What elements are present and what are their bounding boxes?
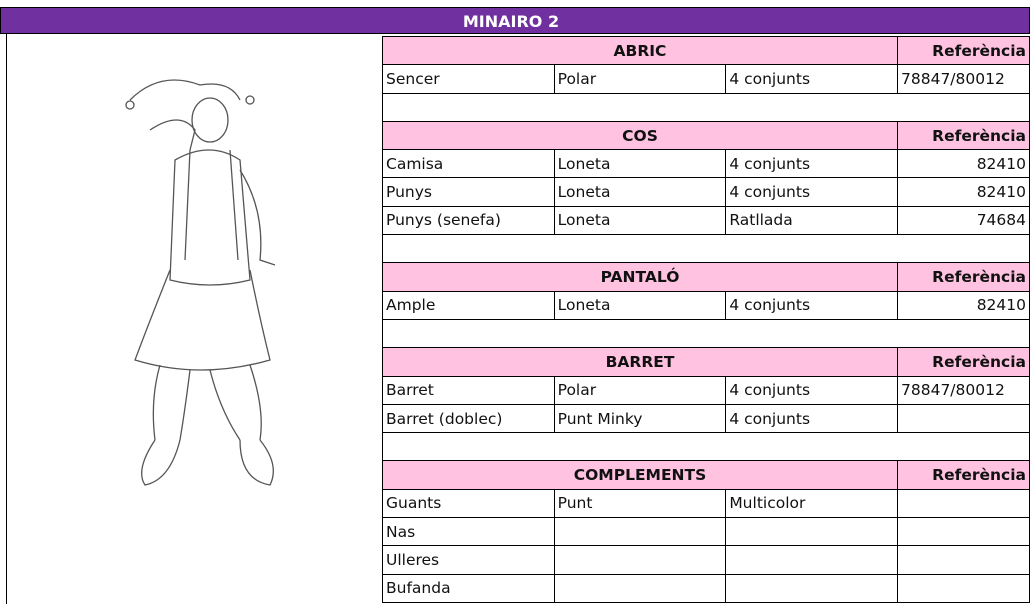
table-row: Bufanda <box>382 573 1030 603</box>
table-cell: Punys <box>382 177 555 207</box>
spacer-row <box>382 234 1030 264</box>
table-cell: Nas <box>382 517 555 547</box>
section-header: COS Referència <box>382 120 1030 151</box>
section-header: ABRIC Referència <box>382 35 1030 66</box>
title-bar: MINAIRO 2 <box>0 7 1030 34</box>
section-header: PANTALÓ Referència <box>382 262 1030 292</box>
border <box>6 34 7 604</box>
hat <box>129 79 241 101</box>
table-cell: Ulleres <box>382 545 555 575</box>
table-cell: Sencer <box>382 64 555 94</box>
costume-table: ABRIC Referència Sencer Polar 4 conjunts 7884… <box>382 35 1030 603</box>
table-cell <box>725 517 898 547</box>
hat-pompom <box>125 100 135 110</box>
table-cell: 78847/80012 <box>897 64 1030 94</box>
table-row: Guants Punt Multicolor <box>382 488 1030 519</box>
skirt <box>134 269 271 371</box>
table-cell: 4 conjunts <box>725 149 898 179</box>
table-cell: Polar <box>553 64 727 94</box>
table-row: Nas <box>382 517 1030 547</box>
raised-arm <box>149 119 196 151</box>
table-cell: 82410 <box>897 149 1030 179</box>
table-cell: Polar <box>553 375 727 405</box>
table-cell: 4 conjunts <box>725 64 898 94</box>
table-cell: 78847/80012 <box>897 375 1030 405</box>
table-cell: Multicolor <box>725 488 898 519</box>
table-row: Barret (doblec) Punt Minky 4 conjunts <box>382 403 1030 434</box>
section-title: ABRIC <box>382 35 898 66</box>
table-cell <box>553 545 727 575</box>
table-cell: Camisa <box>382 149 555 179</box>
legs <box>152 364 262 441</box>
table-cell: Barret <box>382 375 555 405</box>
table-cell <box>897 403 1030 434</box>
table-cell <box>897 488 1030 519</box>
table-cell: Guants <box>382 488 555 519</box>
table-cell: 82410 <box>897 177 1030 207</box>
table-row: Punys (senefa) Loneta Ratllada 74684 <box>382 205 1030 236</box>
table-cell: 4 conjunts <box>725 375 898 405</box>
table-cell: Ample <box>382 290 555 320</box>
reference-label: Referència <box>897 35 1030 66</box>
reference-label: Referència <box>897 120 1030 151</box>
costume-illustration <box>125 79 276 486</box>
section-title: COMPLEMENTS <box>382 460 898 490</box>
table-cell: Loneta <box>553 149 727 179</box>
table-cell <box>725 545 898 575</box>
table-row: Punys Loneta 4 conjunts 82410 <box>382 177 1030 207</box>
spacer-cell <box>382 92 1030 122</box>
section-header: COMPLEMENTS Referència <box>382 460 1030 490</box>
section-title: COS <box>382 120 898 151</box>
hat-pompom <box>245 95 255 105</box>
reference-label: Referència <box>897 460 1030 490</box>
table-cell: 4 conjunts <box>725 177 898 207</box>
table-cell: Loneta <box>553 205 727 236</box>
section-title: PANTALÓ <box>382 262 898 292</box>
table-row: Barret Polar 4 conjunts 78847/80012 <box>382 375 1030 405</box>
table-cell: Ratllada <box>725 205 898 236</box>
section-title: BARRET <box>382 347 898 377</box>
section-header: BARRET Referència <box>382 347 1030 377</box>
title: MINAIRO 2 <box>462 12 560 31</box>
reference-label: Referència <box>897 347 1030 377</box>
table-cell <box>897 517 1030 547</box>
table-cell <box>553 573 727 603</box>
reference-label: Referència <box>897 262 1030 292</box>
scarf <box>184 149 239 261</box>
vest <box>169 149 251 286</box>
table-cell <box>553 517 727 547</box>
table-cell <box>897 545 1030 575</box>
spacer-row <box>382 318 1030 349</box>
arm <box>239 169 276 266</box>
spacer-cell <box>382 234 1030 264</box>
spacer-row <box>382 92 1030 122</box>
table-cell: 74684 <box>897 205 1030 236</box>
table-cell: 4 conjunts <box>725 403 898 434</box>
head <box>191 97 229 143</box>
table-cell: Punt Minky <box>553 403 727 434</box>
table-row: Camisa Loneta 4 conjunts 82410 <box>382 149 1030 179</box>
table-cell <box>897 573 1030 603</box>
table-cell: Loneta <box>553 177 727 207</box>
table-row: Ample Loneta 4 conjunts 82410 <box>382 290 1030 320</box>
table-cell <box>725 573 898 603</box>
table-cell: 4 conjunts <box>725 290 898 320</box>
spacer-row <box>382 432 1030 462</box>
table-cell: 82410 <box>897 290 1030 320</box>
spacer-cell <box>382 318 1030 349</box>
table-row: Sencer Polar 4 conjunts 78847/80012 <box>382 64 1030 94</box>
table-cell: Bufanda <box>382 573 555 603</box>
table-row: Ulleres <box>382 545 1030 575</box>
feet <box>141 439 274 486</box>
table-cell: Punt <box>553 488 727 519</box>
table-cell: Loneta <box>553 290 727 320</box>
table-cell: Barret (doblec) <box>382 403 555 434</box>
spacer-cell <box>382 432 1030 462</box>
table-cell: Punys (senefa) <box>382 205 555 236</box>
